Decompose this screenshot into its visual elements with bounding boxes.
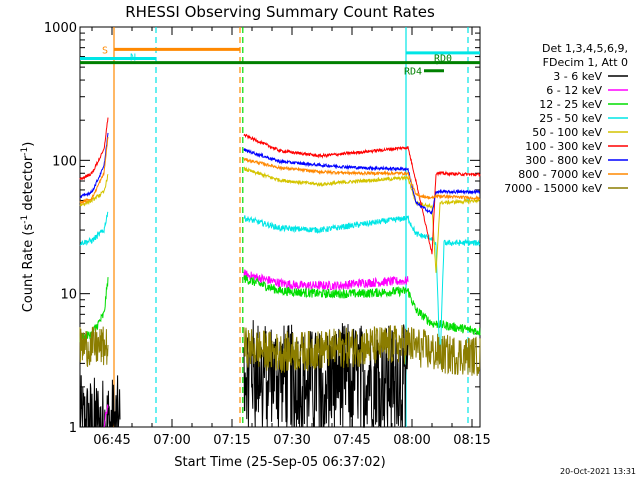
y-tick-label: 100 <box>52 154 77 169</box>
y-label-end: ) <box>21 142 36 147</box>
legend-entry-label: 12 - 25 keV <box>539 98 602 111</box>
legend-entry-label: 7000 - 15000 keV <box>504 182 602 195</box>
x-tick-label: 06:45 <box>93 433 130 448</box>
y-tick-label: 1000 <box>44 21 77 36</box>
y-tick-label: 1 <box>69 421 77 436</box>
series-line <box>79 132 109 199</box>
x-axis-label: Start Time (25-Sep-05 06:37:02) <box>174 455 385 470</box>
y-label-sup1: -1 <box>20 215 30 224</box>
x-tick-label: 07:15 <box>213 433 250 448</box>
y-label-main: Count Rate (s <box>21 224 36 313</box>
footer-timestamp: 20-Oct-2021 13:31 <box>560 467 636 476</box>
series-line <box>79 117 109 181</box>
plot-area: 1 10 100 1000 06:45 07:00 07:15 07:30 07:45 08:00… <box>44 21 491 448</box>
series-line <box>103 404 109 428</box>
state-bar-label: N <box>130 53 136 64</box>
x-tick-label: 07:45 <box>333 433 370 448</box>
series-line <box>243 274 481 336</box>
series-line <box>79 326 109 367</box>
series-line <box>79 174 109 207</box>
state-bar-label: RD0 <box>434 54 452 65</box>
series-line <box>79 136 109 205</box>
legend-entry-label: 50 - 100 keV <box>532 126 602 139</box>
x-tick-label: 07:00 <box>153 433 190 448</box>
legend-entry-label: 300 - 800 keV <box>525 154 602 167</box>
series-line <box>243 166 481 273</box>
y-tick-label: 10 <box>60 288 77 303</box>
series-line <box>79 375 121 428</box>
legend-entry-label: 800 - 7000 keV <box>518 168 602 181</box>
series-line <box>243 157 481 201</box>
x-tick-label: 08:15 <box>453 433 490 448</box>
series-line <box>243 148 481 215</box>
state-bar-label: S <box>102 45 108 56</box>
state-bars: S N RD4 RD0 <box>80 45 480 78</box>
series-line <box>79 211 109 246</box>
y-axis-label: Count Rate (s-1 detector-1) <box>20 142 36 313</box>
legend-entry-label: 100 - 300 keV <box>525 140 602 153</box>
legend: Det 1,3,4,5,6,9, FDecim 1, Att 0 3 - 6 k… <box>504 42 628 195</box>
x-tick-label: 08:00 <box>393 433 430 448</box>
series-line <box>243 133 481 255</box>
plot-frame <box>79 26 481 428</box>
series-line <box>243 324 481 376</box>
chart-title: RHESSI Observing Summary Count Rates <box>125 3 435 21</box>
state-bar-label: RD4 <box>404 67 422 78</box>
y-label-sup2: -1 <box>20 147 30 156</box>
svg-text:Count Rate (s-1 detector-1): Count Rate (s-1 detector-1) <box>20 142 36 313</box>
series-line <box>243 269 409 291</box>
axis-ticks: 1 10 100 1000 06:45 07:00 07:15 07:30 07:45 08:00… <box>44 21 491 448</box>
legend-header-1: Det 1,3,4,5,6,9, <box>542 42 628 55</box>
legend-entry-label: 3 - 6 keV <box>553 70 602 83</box>
legend-header-2: FDecim 1, Att 0 <box>543 56 628 69</box>
legend-entry-label: 25 - 50 keV <box>539 112 602 125</box>
y-label-mid: detector <box>21 155 36 215</box>
x-tick-label: 07:30 <box>273 433 310 448</box>
legend-entry-label: 6 - 12 keV <box>546 84 602 97</box>
series-lines <box>79 117 481 428</box>
